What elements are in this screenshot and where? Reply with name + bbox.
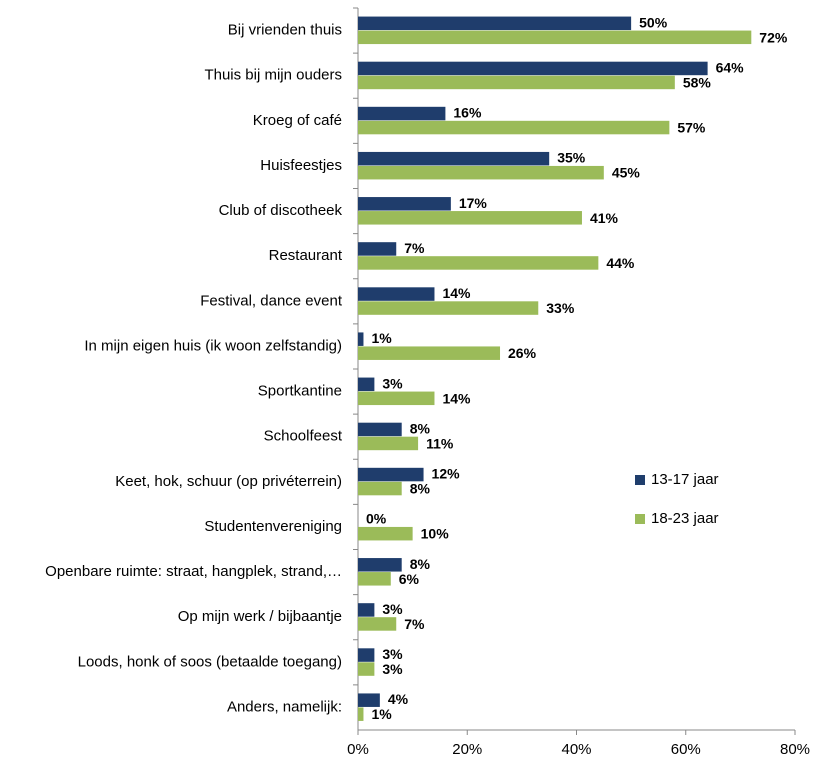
bar bbox=[358, 301, 539, 315]
bar bbox=[358, 16, 632, 31]
bar bbox=[358, 572, 391, 586]
x-tick-label: 80% bbox=[780, 741, 810, 758]
value-label: 14% bbox=[442, 285, 471, 301]
legend-label: 13-17 jaar bbox=[651, 471, 719, 488]
value-label: 14% bbox=[442, 390, 471, 406]
value-label: 6% bbox=[399, 571, 420, 587]
value-label: 3% bbox=[382, 375, 403, 391]
value-label: 10% bbox=[421, 526, 450, 542]
value-label: 58% bbox=[683, 74, 712, 90]
value-label: 33% bbox=[546, 300, 575, 316]
bar bbox=[358, 648, 375, 662]
bar bbox=[358, 61, 708, 76]
y-tick-label: Festival, dance event bbox=[200, 292, 343, 309]
bar bbox=[358, 481, 402, 496]
y-tick-label: Op mijn werk / bijbaantje bbox=[178, 608, 342, 625]
y-tick-label: Club of discotheek bbox=[219, 202, 343, 219]
value-label: 7% bbox=[404, 616, 425, 632]
y-tick-label: Huisfeestjes bbox=[260, 157, 342, 174]
bar bbox=[358, 436, 419, 451]
bar bbox=[358, 106, 446, 121]
bar bbox=[358, 422, 402, 437]
bar bbox=[358, 120, 670, 135]
bar bbox=[358, 467, 424, 482]
value-label: 1% bbox=[371, 706, 392, 722]
bar bbox=[358, 391, 435, 406]
y-tick-label: Schoolfeest bbox=[264, 428, 343, 445]
x-tick-label: 60% bbox=[671, 741, 701, 758]
value-label: 12% bbox=[432, 466, 461, 482]
bar bbox=[358, 346, 501, 360]
value-label: 35% bbox=[557, 150, 586, 166]
value-label: 64% bbox=[716, 59, 745, 75]
value-label: 72% bbox=[759, 29, 788, 45]
value-label: 17% bbox=[459, 195, 488, 211]
value-label: 0% bbox=[366, 511, 387, 527]
y-tick-label: Anders, namelijk: bbox=[227, 698, 342, 715]
x-tick-label: 40% bbox=[561, 741, 591, 758]
value-label: 4% bbox=[388, 691, 409, 707]
value-label: 41% bbox=[590, 210, 619, 226]
x-tick-label: 20% bbox=[452, 741, 482, 758]
bar bbox=[358, 662, 375, 676]
y-tick-label: Restaurant bbox=[269, 247, 343, 264]
y-tick-label: Studentenvereniging bbox=[204, 518, 342, 535]
value-label: 1% bbox=[371, 330, 392, 346]
value-label: 26% bbox=[508, 345, 537, 361]
y-tick-label: Bij vrienden thuis bbox=[228, 22, 342, 39]
bar bbox=[358, 558, 402, 572]
value-label: 50% bbox=[639, 14, 668, 30]
y-tick-label: Thuis bij mijn ouders bbox=[204, 67, 342, 84]
bar bbox=[358, 151, 550, 166]
value-label: 3% bbox=[382, 661, 403, 677]
value-label: 3% bbox=[382, 601, 403, 617]
value-label: 45% bbox=[612, 165, 641, 181]
x-tick-label: 0% bbox=[347, 741, 369, 758]
bar bbox=[358, 75, 675, 90]
bar bbox=[358, 256, 599, 270]
bar bbox=[358, 287, 435, 301]
value-label: 8% bbox=[410, 481, 431, 497]
bar bbox=[358, 377, 375, 392]
legend-swatch bbox=[635, 514, 645, 524]
bar bbox=[358, 707, 364, 721]
bar bbox=[358, 211, 582, 225]
bar bbox=[358, 603, 375, 617]
y-tick-label: Kroeg of café bbox=[253, 112, 342, 129]
bar bbox=[358, 242, 397, 256]
bar bbox=[358, 526, 413, 541]
value-label: 3% bbox=[382, 646, 403, 662]
value-label: 44% bbox=[606, 255, 635, 271]
bar bbox=[358, 165, 604, 180]
legend-label: 18-23 jaar bbox=[651, 510, 719, 527]
value-label: 8% bbox=[410, 420, 431, 436]
value-label: 16% bbox=[453, 105, 482, 121]
y-tick-label: Sportkantine bbox=[258, 383, 342, 400]
value-label: 7% bbox=[404, 240, 425, 256]
y-tick-label: In mijn eigen huis (ik woon zelfstandig) bbox=[84, 337, 342, 354]
y-tick-label: Openbare ruimte: straat, hangplek, stran… bbox=[45, 563, 342, 580]
legend-swatch bbox=[635, 475, 645, 485]
bar bbox=[358, 693, 380, 707]
bar bbox=[358, 332, 364, 346]
value-label: 8% bbox=[410, 556, 431, 572]
y-tick-label: Keet, hok, schuur (op privéterrein) bbox=[115, 473, 342, 490]
bar bbox=[358, 617, 397, 631]
y-tick-label: Loods, honk of soos (betaalde toegang) bbox=[78, 653, 342, 670]
value-label: 57% bbox=[677, 120, 706, 136]
value-label: 11% bbox=[426, 435, 454, 451]
bar bbox=[358, 197, 451, 211]
bar bbox=[358, 30, 752, 45]
